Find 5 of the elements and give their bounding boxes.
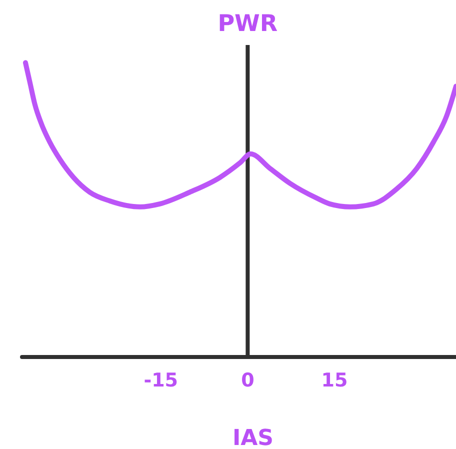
y-axis-title: PWR	[218, 11, 278, 37]
x-tick-label: 15	[321, 369, 348, 392]
x-tick-label: 0	[241, 369, 254, 392]
x-tick-label: -15	[144, 369, 178, 392]
x-axis-title: IAS	[232, 426, 274, 449]
